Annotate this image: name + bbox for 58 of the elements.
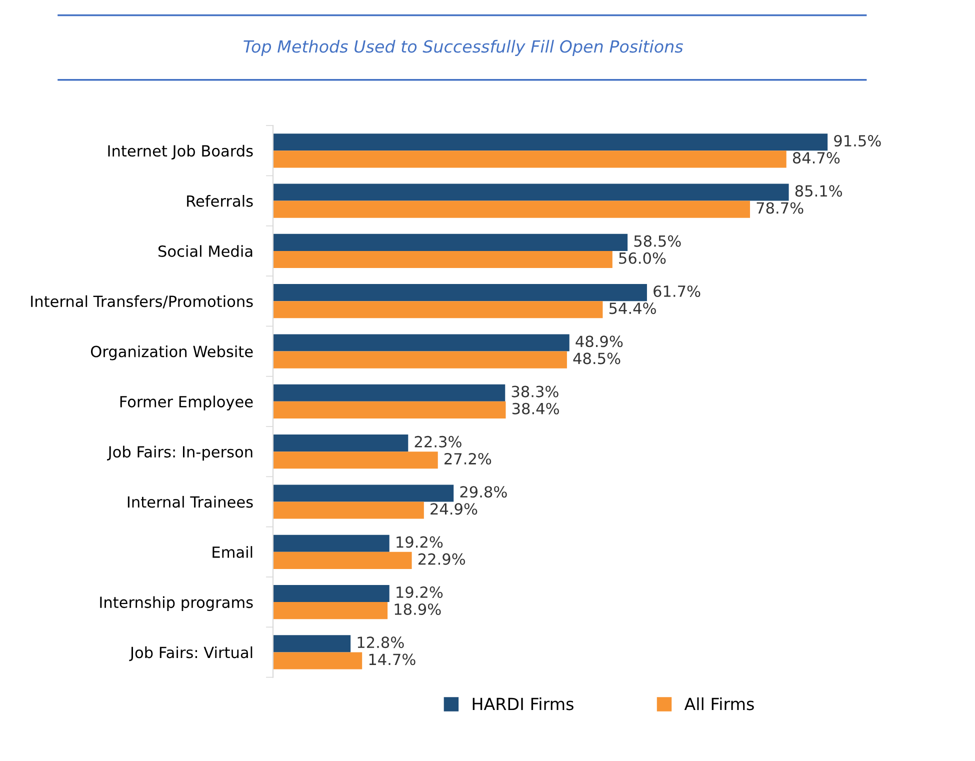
bar [273, 234, 628, 251]
data-label: 85.1% [795, 185, 842, 197]
y-tick-label: Internal Transfers/Promotions [31, 295, 253, 308]
bar [273, 134, 828, 151]
bar [273, 150, 786, 168]
data-label: 38.3% [512, 386, 558, 398]
data-label: 14.7% [369, 654, 416, 666]
y-tick-label: Email [212, 546, 252, 558]
bar [273, 334, 570, 352]
y-tick-label: Internet Job Boards [108, 144, 253, 160]
data-label: 48.9% [576, 336, 623, 348]
data-label: 24.9% [430, 503, 478, 515]
y-tick-label: Job Fairs: In-person [107, 446, 252, 461]
bar [273, 434, 408, 452]
data-label: 22.3% [414, 436, 462, 448]
y-tick-label: Internship programs [100, 596, 253, 612]
data-label: 48.5% [573, 352, 620, 364]
bar [273, 534, 390, 552]
bar [273, 552, 412, 569]
y-tick-label: Organization Website [90, 345, 253, 360]
data-label: 84.7% [792, 152, 840, 164]
bar [273, 635, 351, 652]
data-label: 56.0% [619, 252, 666, 264]
data-label: 18.9% [394, 603, 441, 616]
bar [273, 652, 362, 670]
data-label: 91.5% [834, 134, 881, 147]
data-label: 29.8% [460, 486, 507, 498]
data-label: 58.5% [634, 235, 681, 247]
bar [273, 250, 612, 268]
data-label: 19.2% [396, 536, 443, 548]
y-tick-label: Internal Trainees [128, 496, 253, 508]
bar [273, 184, 789, 201]
y-tick-label: Former Employee [120, 396, 253, 410]
y-tick-label: Job Fairs: Virtual [129, 646, 252, 662]
bar [273, 301, 603, 318]
bar [273, 284, 647, 302]
data-label: 54.4% [609, 302, 656, 314]
bar [273, 452, 438, 469]
bar [273, 384, 506, 402]
data-label: 12.8% [358, 636, 404, 648]
bar [273, 602, 388, 620]
data-label: 38.4% [512, 402, 559, 414]
bar [273, 585, 390, 602]
bar [273, 200, 750, 218]
y-tick-label: Referrals [187, 194, 253, 207]
bar [273, 401, 506, 418]
chart-title: Top Methods Used to Successfully Fill Open Positions [244, 40, 683, 56]
data-label: 19.2% [396, 586, 443, 598]
legend-label: All Firms [684, 697, 754, 710]
bar [273, 351, 567, 368]
data-label: 61.7% [654, 285, 700, 298]
data-label: 27.2% [444, 452, 492, 465]
legend-label: HARDI Firms [472, 697, 574, 710]
bar [273, 484, 454, 502]
bar [273, 502, 424, 519]
data-label: 78.7% [756, 202, 804, 214]
data-label: 22.9% [418, 553, 466, 565]
y-tick-label: Social Media [158, 245, 252, 257]
